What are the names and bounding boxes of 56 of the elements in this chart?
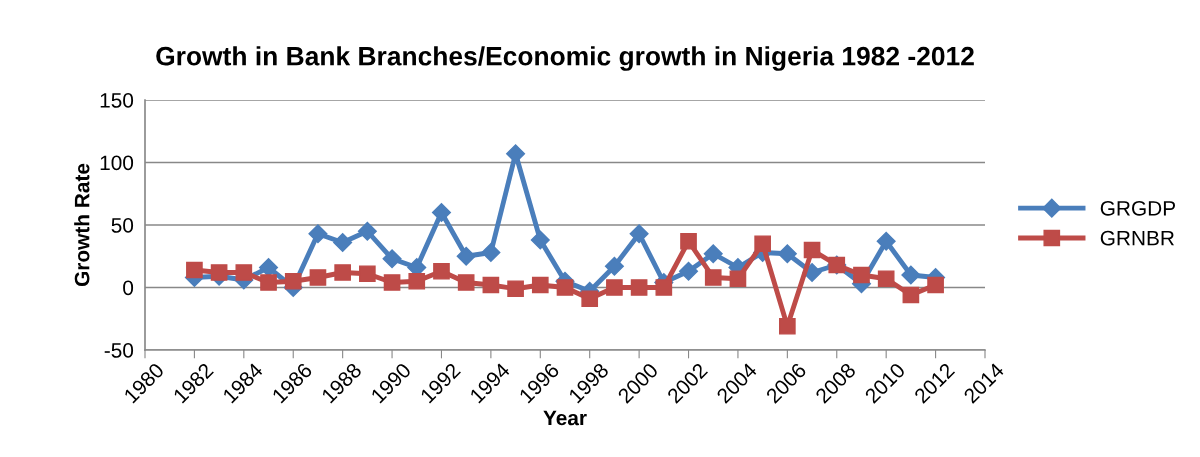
point <box>779 317 796 335</box>
y-tick-label: 0 <box>123 280 134 296</box>
point <box>334 264 351 281</box>
point <box>606 279 623 296</box>
point <box>777 244 797 264</box>
point <box>457 274 475 291</box>
point <box>357 221 377 241</box>
point <box>729 270 747 288</box>
point <box>853 266 870 284</box>
x-axis-title: Year <box>543 410 587 426</box>
point <box>680 232 697 250</box>
point <box>927 276 944 294</box>
point <box>433 262 450 280</box>
y-tick-label: 50 <box>111 218 134 233</box>
point <box>506 144 526 164</box>
legend-label: GRNBR <box>1100 230 1174 246</box>
point <box>754 235 771 253</box>
point <box>901 265 921 285</box>
point <box>629 224 649 244</box>
point <box>333 232 353 253</box>
y-tick-label: 100 <box>100 155 134 171</box>
point <box>186 261 203 279</box>
point <box>210 264 228 281</box>
point <box>308 224 328 244</box>
chart-title: Growth in Bank Branches/Economic growth in Nigeria 1982 -2012 <box>156 46 974 71</box>
point <box>431 202 452 223</box>
point <box>456 246 476 266</box>
legend-label: GRGDP <box>1100 200 1176 216</box>
point <box>408 272 426 290</box>
point <box>481 242 501 263</box>
y-tick-label: 150 <box>100 93 134 108</box>
point <box>531 276 549 294</box>
point <box>604 256 624 276</box>
point <box>530 230 550 250</box>
y-axis-title: Growth Rate <box>74 163 90 287</box>
point <box>630 279 648 296</box>
point <box>876 231 896 251</box>
point <box>309 269 327 286</box>
point <box>284 272 302 290</box>
point <box>877 270 895 288</box>
point <box>581 290 599 308</box>
point <box>803 241 821 259</box>
point <box>235 264 253 281</box>
point <box>655 279 673 296</box>
y-tick-label: -50 <box>104 343 134 358</box>
point <box>260 274 277 291</box>
point <box>703 244 723 264</box>
point <box>678 261 699 281</box>
point <box>704 269 722 286</box>
point <box>383 274 401 291</box>
point <box>382 249 402 269</box>
point <box>359 265 376 283</box>
point <box>482 276 500 294</box>
point <box>556 279 574 296</box>
point <box>507 280 524 298</box>
point <box>902 286 920 304</box>
